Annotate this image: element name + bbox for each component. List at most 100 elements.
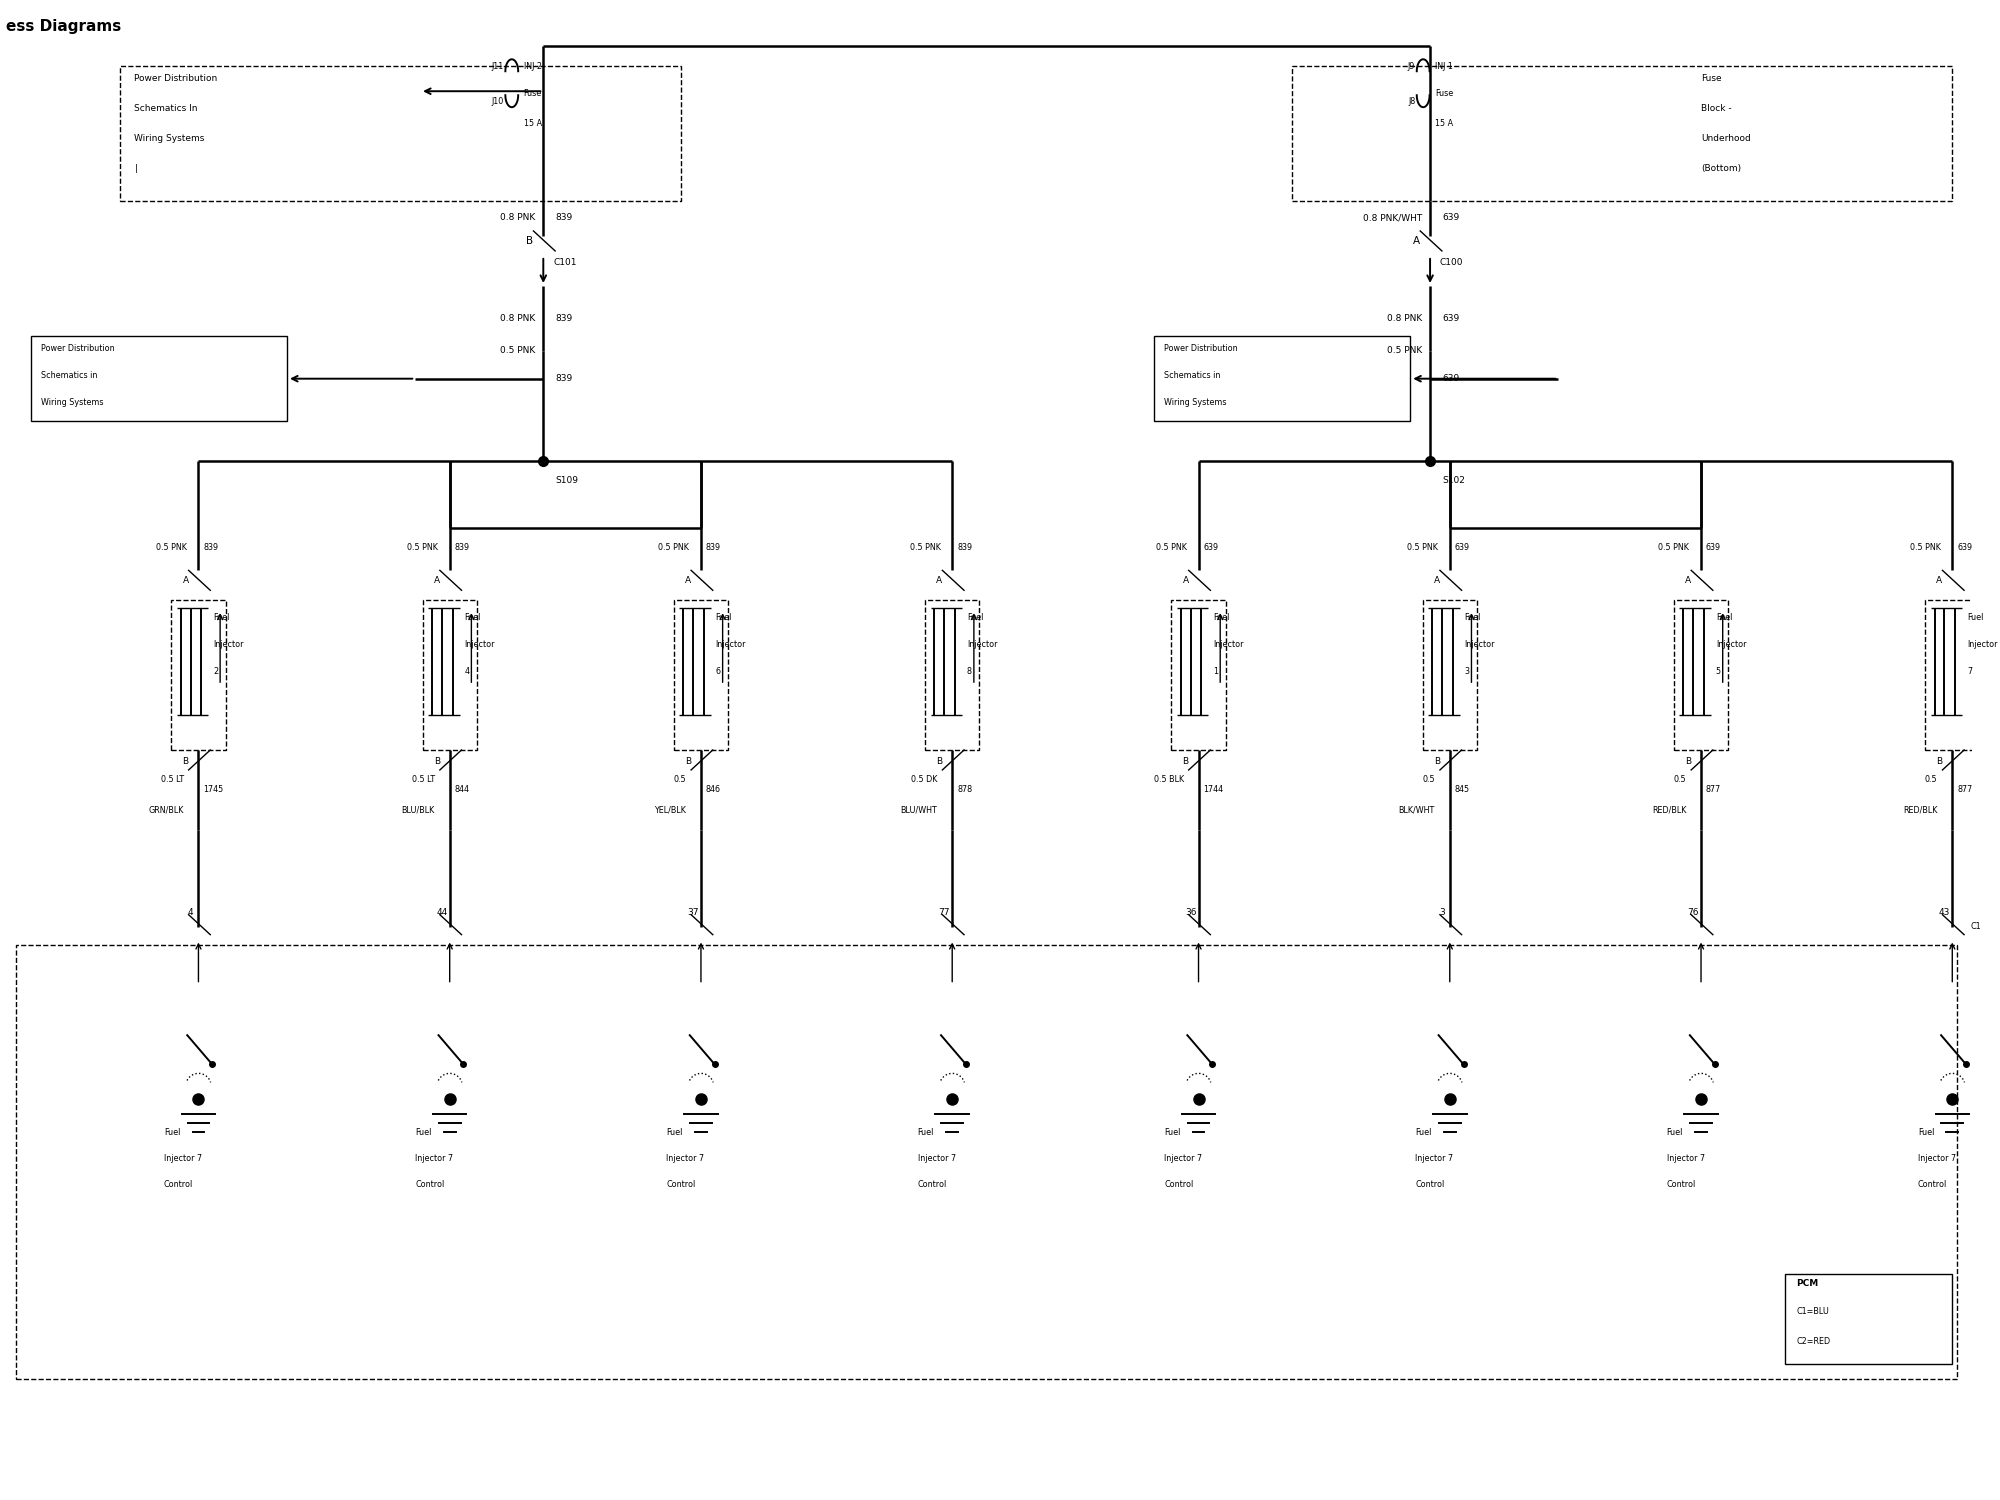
Text: 0.5 PNK: 0.5 PNK [910,543,940,552]
Bar [30,336,288,420]
Text: 0.5 PNK: 0.5 PNK [408,543,438,552]
Text: 0.5 PNK: 0.5 PNK [1386,346,1422,355]
Text: Fuel: Fuel [214,614,230,622]
Text: A: A [936,576,942,585]
Text: 1745: 1745 [204,786,224,795]
Text: Injector 7: Injector 7 [416,1154,454,1162]
Text: 639: 639 [1204,543,1218,552]
Bar [1172,600,1226,750]
Text: B: B [434,758,440,766]
Bar [16,945,1958,1378]
Text: B: B [936,758,942,766]
Text: 37: 37 [688,908,698,916]
Text: Injector: Injector [716,640,746,650]
Text: 4: 4 [464,668,470,676]
Text: Schematics in: Schematics in [1164,370,1220,380]
Text: B: B [1936,758,1942,766]
Text: 15 A: 15 A [524,118,542,128]
Text: J11: J11 [492,62,504,70]
Text: Control: Control [666,1179,696,1188]
Text: Fuel: Fuel [464,614,480,622]
Text: C101: C101 [554,258,576,267]
Text: Fuel: Fuel [1716,614,1732,622]
Text: Fuse: Fuse [1434,88,1454,98]
Text: Control: Control [1918,1179,1948,1188]
Text: C1=BLU: C1=BLU [1796,1306,1830,1316]
Text: 76: 76 [1688,908,1698,916]
Text: Injector: Injector [214,640,244,650]
Text: Control: Control [1416,1179,1444,1188]
Text: 0.5 LT: 0.5 LT [412,776,434,784]
Text: Fuel: Fuel [1164,1128,1180,1137]
Text: Injector: Injector [966,640,998,650]
Text: 845: 845 [1454,786,1470,795]
Text: B: B [1434,758,1440,766]
Text: 0.5 BLK: 0.5 BLK [1154,776,1184,784]
Text: 0.5: 0.5 [1924,776,1938,784]
Text: 0.8 PNK/WHT: 0.8 PNK/WHT [1362,213,1422,222]
Text: S109: S109 [556,476,578,484]
Bar [1292,66,1952,201]
Text: 6: 6 [716,668,720,676]
Bar [422,600,476,750]
Text: 846: 846 [706,786,720,795]
Text: 878: 878 [958,786,972,795]
Text: 3: 3 [1440,908,1444,916]
Text: B: B [526,236,534,246]
Text: B: B [684,758,692,766]
Text: 839: 839 [454,543,470,552]
Text: 0.5 PNK: 0.5 PNK [1658,543,1690,552]
Text: 0.8 PNK: 0.8 PNK [1386,315,1422,324]
Text: 839: 839 [556,374,572,382]
Text: A: A [1686,576,1692,585]
Text: 7: 7 [1968,668,1972,676]
Text: 0.8 PNK: 0.8 PNK [500,213,536,222]
Text: 839: 839 [556,315,572,324]
Text: Underhood: Underhood [1702,134,1750,142]
Text: 15 A: 15 A [1434,118,1454,128]
Bar [1926,600,1980,750]
Text: 844: 844 [454,786,470,795]
Text: YEL/BLK: YEL/BLK [654,806,686,814]
Text: 877: 877 [1958,786,1972,795]
Text: 639: 639 [1442,374,1460,382]
Text: BLU/BLK: BLU/BLK [402,806,434,814]
Text: Injector 7: Injector 7 [1666,1154,1704,1162]
Text: 5: 5 [1716,668,1720,676]
Text: Fuel: Fuel [1416,1128,1432,1137]
Text: 0.5 PNK: 0.5 PNK [1910,543,1940,552]
Text: Wiring Systems: Wiring Systems [134,134,204,142]
Text: 44: 44 [436,908,448,916]
Text: Power Distribution: Power Distribution [40,344,114,352]
Text: 4: 4 [188,908,194,916]
Text: A: A [1936,576,1942,585]
Bar [926,600,980,750]
Text: ess Diagrams: ess Diagrams [6,20,122,34]
Text: Fuel: Fuel [1464,614,1480,622]
Text: 877: 877 [1706,786,1722,795]
Text: 0.5 LT: 0.5 LT [160,776,184,784]
Text: Wiring Systems: Wiring Systems [40,398,104,406]
Text: 0.5: 0.5 [674,776,686,784]
Text: A: A [434,576,440,585]
Text: Injector 7: Injector 7 [918,1154,956,1162]
Text: 639: 639 [1442,213,1460,222]
Text: 0.5 PNK: 0.5 PNK [658,543,690,552]
Text: Injector 7: Injector 7 [164,1154,202,1162]
Text: 1744: 1744 [1204,786,1224,795]
Text: Injector: Injector [464,640,494,650]
Text: B: B [1182,758,1188,766]
Text: Control: Control [1666,1179,1696,1188]
Text: Fuse: Fuse [1702,75,1722,84]
Text: 77: 77 [938,908,950,916]
Text: Injector 7: Injector 7 [1918,1154,1956,1162]
Text: Control: Control [918,1179,946,1188]
Text: Wiring Systems: Wiring Systems [1164,398,1226,406]
Text: RED/BLK: RED/BLK [1904,806,1938,814]
Text: RED/BLK: RED/BLK [1652,806,1686,814]
Text: Fuel: Fuel [966,614,984,622]
Text: 839: 839 [556,213,572,222]
Text: 0.5 PNK: 0.5 PNK [1156,543,1186,552]
Text: Power Distribution: Power Distribution [134,75,218,84]
Text: INJ 2: INJ 2 [524,62,542,70]
